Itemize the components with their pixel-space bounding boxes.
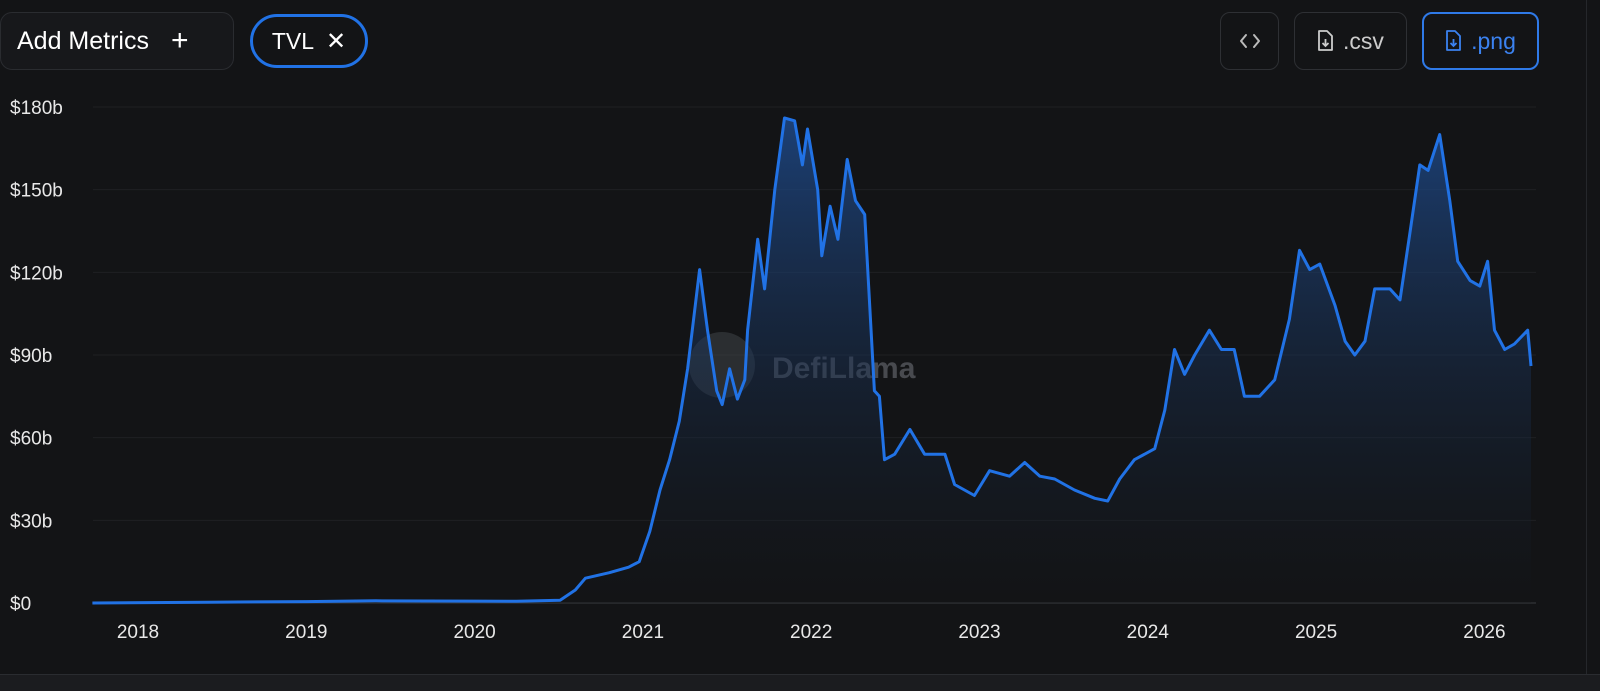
x-tick-label: 2022	[790, 622, 832, 643]
panel-border	[1586, 0, 1587, 690]
download-png-button[interactable]: .png	[1422, 12, 1539, 70]
y-tick-label: $60b	[10, 429, 52, 450]
png-label: .png	[1471, 27, 1516, 54]
file-download-icon	[1318, 30, 1333, 51]
csv-label: .csv	[1343, 27, 1384, 54]
y-axis: $0 $30b $60b $90b $120b $150b $180b	[10, 98, 63, 615]
y-tick-label: $0	[10, 594, 31, 615]
download-csv-button[interactable]: .csv	[1294, 12, 1407, 70]
x-tick-label: 2019	[285, 622, 327, 643]
add-metrics-button[interactable]: Add Metrics +	[0, 12, 234, 70]
metric-chip-tvl[interactable]: TVL ✕	[250, 14, 368, 68]
file-download-icon	[1446, 30, 1462, 51]
tvl-line[interactable]	[92, 116, 1533, 605]
plus-icon: +	[170, 24, 189, 57]
x-tick-label: 2026	[1463, 622, 1505, 643]
x-tick-label: 2024	[1127, 622, 1170, 643]
y-tick-label: $90b	[10, 346, 52, 367]
x-tick-label: 2025	[1295, 622, 1337, 643]
metric-chip-label: TVL	[271, 27, 315, 54]
code-icon	[1239, 34, 1260, 48]
x-tick-label: 2021	[622, 622, 664, 643]
x-tick-label: 2023	[958, 622, 1000, 643]
x-tick-label: 2018	[117, 622, 159, 643]
close-icon[interactable]: ✕	[326, 27, 347, 55]
panel-bottom	[0, 674, 1600, 691]
y-tick-label: $120b	[10, 263, 63, 284]
embed-code-button[interactable]	[1220, 12, 1279, 70]
x-axis: 2018 2019 2020 2021 2022 2023 2024 2025 2026	[117, 622, 1506, 643]
y-tick-label: $180b	[10, 98, 63, 119]
y-tick-label: $30b	[10, 511, 52, 532]
add-metrics-label: Add Metrics	[17, 26, 149, 55]
tvl-area	[92, 118, 1531, 603]
x-tick-label: 2020	[453, 622, 495, 643]
y-tick-label: $150b	[10, 181, 63, 202]
